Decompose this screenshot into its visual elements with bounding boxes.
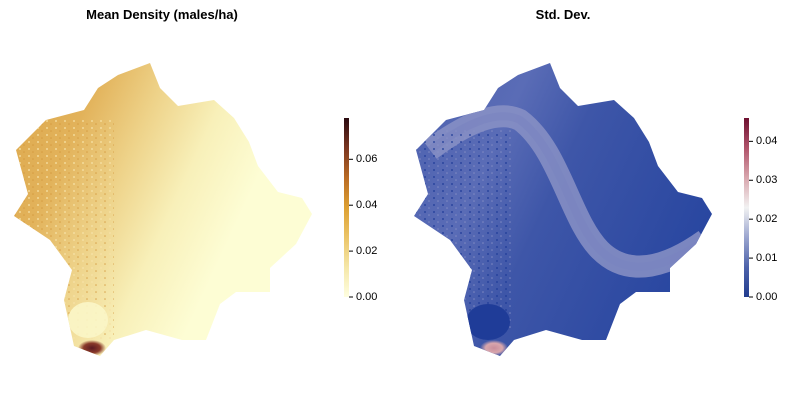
colorbar-1-tick-label: 0.00 <box>756 291 778 303</box>
colorbar-0-tick-label: 0.00 <box>356 291 378 303</box>
colorbar-1-tick-label: 0.04 <box>756 135 778 148</box>
colorbar-0-tick-label: 0.02 <box>356 245 378 258</box>
colorbar-1-tick-label: 0.03 <box>756 174 778 187</box>
colorbar-1 <box>744 118 749 297</box>
colorbar-1-tick-label: 0.01 <box>756 252 778 265</box>
colorbar-0-tick-label: 0.04 <box>356 199 378 212</box>
colorbar-1-tick-label: 0.02 <box>756 213 778 226</box>
left-panel-title: Mean Density (males/ha) <box>86 7 238 22</box>
right-panel-title: Std. Dev. <box>535 7 591 22</box>
colorbar-0 <box>344 118 349 297</box>
colorbar-0-tick-label: 0.06 <box>356 153 378 166</box>
